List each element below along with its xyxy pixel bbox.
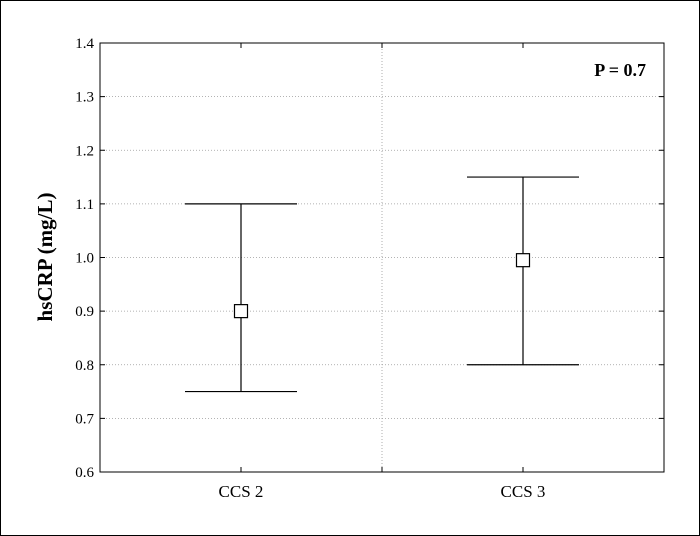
- y-tick-label: 1.2: [75, 143, 94, 159]
- y-tick-label: 0.6: [75, 465, 94, 481]
- y-tick-label: 1.1: [75, 197, 94, 213]
- p-value-annotation: P = 0.7: [594, 60, 646, 80]
- y-tick-label: 1.0: [75, 251, 94, 267]
- marks-layer: [185, 176, 579, 393]
- x-tick-label: CCS 2: [219, 482, 264, 501]
- errorbar-group: [185, 203, 297, 393]
- mean-marker: [233, 304, 249, 319]
- y-tick-label: 1.4: [75, 36, 94, 52]
- mean-marker: [515, 253, 531, 268]
- y-tick-label: 0.8: [75, 358, 94, 374]
- y-tick-label: 1.3: [75, 90, 94, 106]
- grid-layer: [100, 43, 664, 472]
- axes-layer: 0.6 0.7 0.8 0.9 1.0 1.1 1.2 1.3 1.4 CCS 2 CCS 3: [75, 36, 665, 501]
- errorbar-group: [467, 176, 579, 366]
- y-tick-label: 0.7: [75, 411, 94, 427]
- y-axis-label: hsCRP (mg/L): [33, 193, 57, 322]
- y-tick-label: 0.9: [75, 304, 94, 320]
- x-tick-label: CCS 3: [501, 482, 546, 501]
